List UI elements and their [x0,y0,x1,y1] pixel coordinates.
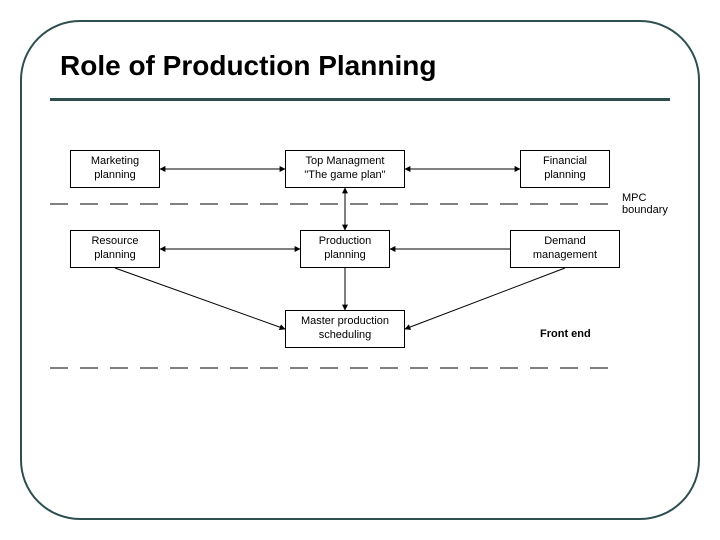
node-marketing: Marketingplanning [70,150,160,188]
node-financial: Financialplanning [520,150,610,188]
planning-flowchart: Marketingplanning Top Managment"The game … [50,140,670,420]
diagram-label: MPCboundary [622,192,668,216]
node-production: Productionplanning [300,230,390,268]
node-demand: Demandmanagement [510,230,620,268]
node-mps: Master productionscheduling [285,310,405,348]
slide-title: Role of Production Planning [60,50,436,82]
title-underline [50,98,670,101]
diagram-label: Front end [540,328,591,340]
node-resource: Resourceplanning [70,230,160,268]
node-topmgmt: Top Managment"The game plan" [285,150,405,188]
